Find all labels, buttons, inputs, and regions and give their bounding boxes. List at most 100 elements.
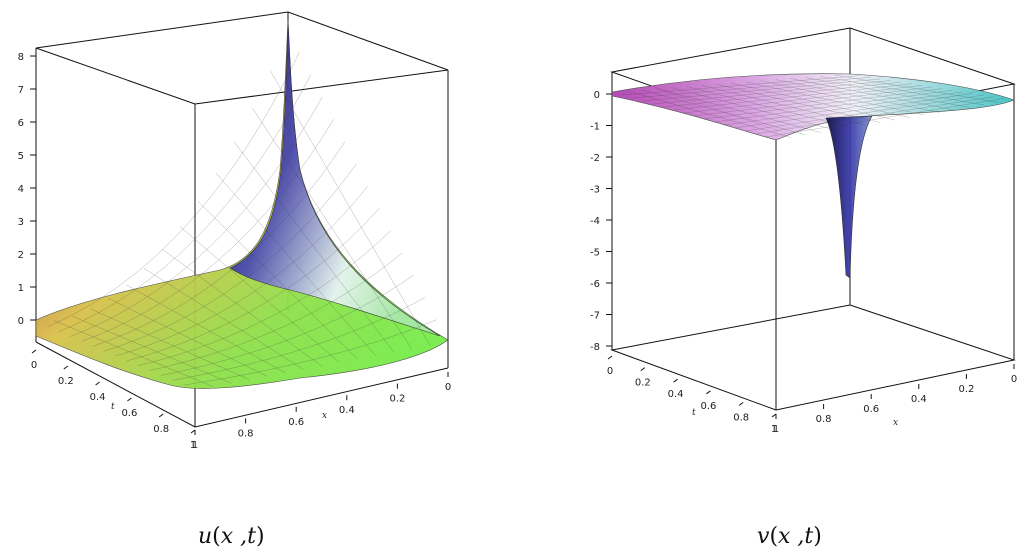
u-t-tick-mark [158,413,164,418]
v-t-tick-mark [640,367,646,372]
v-caption: v(x ,t) [757,524,822,549]
v-x-axis-label: x [893,418,898,428]
u-x-tick-label: 0.6 [288,417,304,428]
v-x-tick-label: 0.6 [863,404,879,415]
v-mesh-line [775,79,940,113]
u-surface-mesh [47,52,437,387]
v-mesh-line [835,74,1000,103]
v-mesh-line [641,89,806,136]
v-mesh-line [760,80,925,116]
u-mesh-line [71,315,232,384]
v-t-tick-label: 0.2 [635,378,651,389]
u-mesh-line [179,226,340,363]
v-t-axis: 0 0.2 0.4 0.6 0.8 1 [607,355,777,435]
u-z-tick-label: 6 [18,118,24,129]
v-mesh-line [701,85,866,126]
u-x-tick-label: 0.8 [238,428,254,439]
u-z-tick-label: 2 [18,250,24,261]
v-x-tick-label: 1 [773,424,779,435]
u-t-tick-label: 0.8 [153,424,169,435]
u-mesh-line [160,274,414,376]
u-t-tick-mark [190,429,196,434]
u-z-tick-label: 8 [18,52,24,63]
u-mesh-line [53,320,214,387]
u-t-tick-mark [31,349,37,354]
u-t-tick-label: 0.4 [90,392,106,403]
u-t-tick-label: 0 [31,360,37,371]
v-z-tick-label: -4 [590,216,600,227]
v-z-tick-label: -5 [590,248,600,259]
v-t-tick-label: 0.4 [668,389,684,400]
u-x-axis: 1 0.8 0.6 0.4 0.2 0 [192,372,451,451]
u-mesh-line [107,298,268,377]
v-surface-mesh [622,74,1004,138]
u-z-tick-label: 5 [18,151,24,162]
u-caption-args: x ,t [221,524,256,549]
u-surface-base [35,19,449,389]
v-z-tick-label: -1 [590,122,600,133]
v-mesh-line [716,83,881,123]
v-z-tick-label: 0 [594,90,600,101]
u-z-tick-label: 3 [18,217,24,228]
v-x-axis: 1 0.8 0.6 0.4 0.2 0 [773,364,1017,435]
u-mesh-line [197,201,358,360]
v-mesh-line [656,88,821,133]
v-surface [611,73,1015,279]
u-mesh-line [233,141,394,353]
v-mesh-line [730,82,896,121]
v-t-tick-label: 0.8 [733,412,749,423]
v-t-tick-mark [771,413,777,418]
u-z-tick-label: 4 [18,184,24,195]
u-mesh-line [138,230,391,366]
v-t-tick-mark [706,390,711,395]
u-mesh-line [47,52,300,328]
v-z-tick-label: -8 [590,342,600,353]
v-t-tick-label: 0 [607,366,613,377]
v-x-tick-label: 0.2 [958,384,974,395]
u-caption: u(x ,t) [198,524,265,549]
v-t-tick-label: 0.6 [700,401,716,412]
u-mesh-line [143,268,304,370]
u-mesh-line [92,141,346,347]
u-mesh-line [115,185,369,357]
v-mesh-line [686,86,851,128]
v-caption-func: v [757,524,770,549]
v-z-axis: 0 -1 -2 -3 -4 -5 -6 -7 -8 [590,90,612,353]
v-mesh-line [671,87,836,131]
u-mesh-line [161,248,322,367]
u-t-axis: 0 0.2 0.4 0.6 0.8 1 [31,349,196,451]
v-t-axis-label: t [692,408,696,418]
v-t-tick-mark [738,401,744,406]
v-z-tick-label: -3 [590,185,600,196]
u-mesh-line [89,308,250,380]
v-x-tick-label: 0 [1011,374,1017,385]
v-mesh-line [790,78,955,111]
v-mesh-line [626,90,791,138]
u-mesh-line [58,74,312,332]
u-z-tick-label: 0 [18,316,24,327]
u-mesh-line [81,119,334,342]
v-mesh-line [820,76,985,106]
u-mesh-line [251,107,413,349]
u-x-tick-label: 0.2 [389,394,405,405]
v-t-tick-mark [607,355,613,360]
u-mesh-line [149,252,403,371]
u-t-axis-label: t [111,402,115,412]
u-t-tick-label: 1 [190,440,196,451]
u-t-tick-label: 0.2 [58,376,74,387]
u-mesh-line [70,96,323,337]
u-mesh-line [215,172,376,356]
u-surface [35,19,449,389]
u-t-tick-mark [95,381,100,386]
u-x-tick-label: 1 [192,440,198,451]
u-caption-func: u [198,524,212,549]
v-mesh-line [745,81,910,118]
v-z-tick-label: -6 [590,279,600,290]
v-x-tick-label: 0.4 [911,394,927,405]
v-z-tick-label: -7 [590,311,600,322]
u-x-tick-label: 0.4 [339,405,355,416]
u-x-tick-label: 0 [445,382,451,393]
u-z-tick-label: 1 [18,283,24,294]
